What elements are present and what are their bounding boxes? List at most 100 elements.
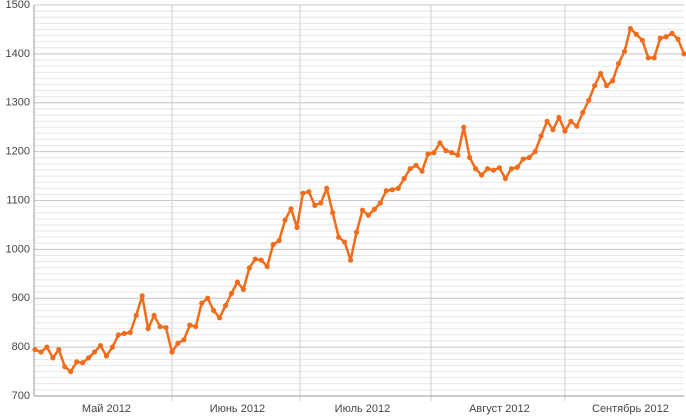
- point: [645, 55, 651, 61]
- point: [336, 234, 342, 240]
- point: [603, 83, 610, 89]
- point: [347, 257, 354, 263]
- point: [163, 324, 169, 331]
- point: [97, 343, 104, 349]
- point: [56, 346, 62, 353]
- point: [50, 355, 56, 361]
- point: [520, 156, 526, 162]
- point: [651, 55, 657, 61]
- point: [467, 154, 473, 161]
- point: [211, 307, 217, 314]
- point: [318, 200, 324, 206]
- point: [330, 210, 336, 216]
- point: [205, 295, 211, 301]
- point: [282, 217, 288, 223]
- point: [181, 337, 187, 343]
- point: [169, 349, 175, 355]
- point: [74, 359, 80, 365]
- point: [264, 263, 270, 270]
- point: [526, 154, 532, 161]
- point: [371, 206, 377, 212]
- point: [413, 162, 419, 168]
- point: [598, 70, 604, 77]
- point: [675, 36, 681, 42]
- point: [276, 237, 282, 244]
- y-tick-label: 1200: [6, 146, 30, 158]
- point: [401, 175, 407, 182]
- point: [228, 290, 235, 296]
- y-tick-label: 800: [12, 341, 30, 353]
- point: [550, 127, 556, 133]
- point: [621, 48, 628, 55]
- point: [407, 166, 413, 172]
- point: [615, 61, 622, 67]
- x-tick-label: Август 2012: [469, 403, 530, 415]
- point: [115, 332, 121, 338]
- point: [109, 344, 116, 350]
- point: [80, 360, 86, 366]
- x-tick-label: Май 2012: [82, 403, 131, 415]
- point: [395, 185, 401, 191]
- point: [586, 97, 592, 103]
- point: [68, 368, 74, 375]
- point: [609, 78, 616, 84]
- point: [121, 330, 127, 337]
- point: [288, 206, 294, 212]
- point: [234, 279, 241, 285]
- point: [258, 257, 264, 263]
- point: [157, 323, 163, 330]
- point: [389, 187, 395, 193]
- point: [478, 172, 485, 178]
- point: [627, 25, 634, 32]
- point: [222, 302, 229, 309]
- point: [133, 312, 139, 318]
- point: [139, 293, 145, 299]
- point: [324, 185, 330, 191]
- point: [669, 30, 675, 36]
- point: [359, 207, 366, 213]
- point: [461, 124, 467, 130]
- point: [187, 322, 193, 328]
- point: [490, 167, 497, 173]
- point: [592, 83, 598, 89]
- point: [496, 165, 503, 171]
- y-tick-label: 1300: [6, 97, 30, 109]
- point: [62, 364, 68, 370]
- point: [300, 190, 306, 196]
- point: [91, 349, 98, 355]
- point: [568, 118, 574, 124]
- point: [544, 118, 550, 124]
- point: [449, 150, 455, 156]
- point: [443, 148, 449, 154]
- point: [532, 149, 538, 155]
- point: [240, 286, 246, 293]
- point: [377, 200, 383, 206]
- point: [633, 31, 639, 37]
- point: [103, 353, 110, 359]
- point: [365, 212, 372, 218]
- point: [85, 355, 92, 361]
- point: [502, 175, 508, 182]
- point: [508, 166, 514, 172]
- y-tick-label: 700: [12, 390, 30, 402]
- point: [312, 202, 318, 208]
- point: [580, 109, 586, 116]
- point: [437, 140, 443, 146]
- point: [44, 344, 50, 350]
- point: [246, 265, 252, 271]
- point: [556, 114, 562, 121]
- point: [574, 123, 580, 129]
- point: [32, 346, 38, 353]
- point: [127, 329, 133, 336]
- x-tick-label: Сентябрь 2012: [592, 403, 669, 415]
- point: [193, 323, 199, 330]
- point: [383, 188, 389, 194]
- point: [473, 166, 479, 172]
- point: [681, 51, 686, 57]
- point: [252, 256, 258, 262]
- point: [663, 34, 669, 40]
- y-tick-label: 1100: [6, 194, 30, 206]
- point: [199, 300, 205, 306]
- y-tick-label: 1000: [6, 243, 30, 255]
- point: [342, 239, 348, 245]
